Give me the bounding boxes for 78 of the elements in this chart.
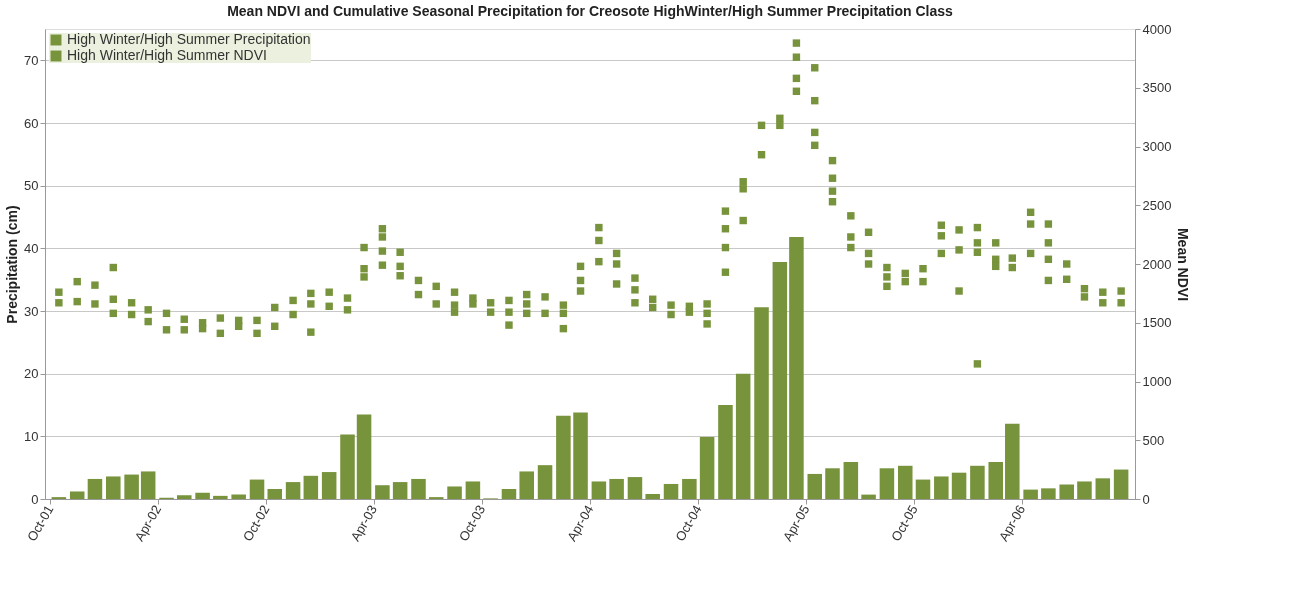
y2-axis-title: Mean NDVI — [1175, 227, 1192, 302]
bar — [231, 494, 246, 499]
y-tick-label: 50 — [24, 178, 39, 194]
bar — [682, 478, 697, 499]
y-tick-label: 0 — [31, 491, 39, 507]
bar — [303, 475, 319, 499]
bar — [573, 412, 588, 499]
y2-tick-label: 3000 — [1142, 139, 1172, 154]
bar — [988, 462, 1004, 499]
bar — [124, 474, 139, 499]
bar — [375, 485, 390, 499]
y-tick-label: 30 — [24, 303, 39, 319]
bar — [519, 471, 534, 499]
bar — [1005, 423, 1020, 499]
bar — [1023, 489, 1038, 499]
bar — [1041, 488, 1056, 499]
bar — [140, 471, 156, 499]
bar — [69, 491, 85, 499]
bar — [537, 465, 553, 499]
bar — [718, 405, 733, 499]
bar — [645, 493, 660, 499]
bar — [195, 492, 210, 499]
bar — [465, 481, 481, 499]
y2-tick-label: 2500 — [1142, 197, 1172, 213]
y2-tick-label: 4000 — [1142, 21, 1172, 37]
bar — [879, 468, 895, 499]
bar — [627, 477, 643, 499]
bar — [915, 479, 931, 499]
bar — [897, 465, 913, 499]
y-tick-label: 20 — [24, 366, 39, 382]
y-tick-label: 70 — [24, 52, 39, 68]
y2-tick-label: 2000 — [1142, 256, 1172, 272]
bar — [392, 482, 408, 499]
bar — [1095, 478, 1111, 499]
bar — [340, 434, 355, 499]
y-tick-label: 40 — [24, 240, 39, 256]
chart-title: Mean NDVI and Cumulative Seasonal Precipitation for Creosote HighWinter/High Summer Precipitation Class — [227, 3, 954, 19]
bar — [267, 488, 283, 499]
bar — [356, 414, 372, 499]
bar — [1059, 484, 1074, 499]
bar — [970, 465, 985, 499]
bar — [951, 472, 967, 499]
bar — [501, 488, 517, 499]
bar — [663, 483, 679, 499]
bar — [321, 472, 337, 499]
bar — [1077, 481, 1092, 499]
bar — [825, 468, 840, 499]
y-axis-title: Precipitation (cm) — [4, 205, 21, 324]
bar — [447, 486, 462, 499]
bar — [87, 478, 103, 499]
y2-tick-label: 3500 — [1142, 80, 1172, 96]
bar — [249, 479, 265, 499]
y2-tick-label: 0 — [1142, 491, 1150, 507]
bar — [556, 415, 571, 499]
bar — [1113, 469, 1129, 499]
y-tick-label: 10 — [24, 428, 39, 444]
bar — [843, 462, 859, 499]
bar — [789, 237, 804, 499]
bar — [285, 482, 301, 499]
bar — [754, 307, 769, 499]
bar — [411, 478, 426, 499]
bar — [106, 476, 121, 499]
bar — [699, 436, 715, 499]
bar — [772, 262, 788, 499]
y2-tick-label: 1500 — [1142, 315, 1172, 331]
bar — [735, 373, 751, 499]
bar — [591, 481, 607, 499]
bar — [609, 478, 624, 499]
bar — [861, 494, 876, 499]
legend-label: High Winter/High Summer Precipitation — [67, 31, 311, 47]
y2-tick-label: 500 — [1142, 432, 1165, 448]
bar — [807, 473, 823, 499]
bar — [934, 476, 949, 499]
bar — [213, 495, 228, 499]
y-tick-label: 60 — [24, 115, 39, 131]
y2-tick-label: 1000 — [1142, 374, 1172, 389]
bar — [176, 495, 192, 499]
legend-label: High Winter/High Summer NDVI — [67, 47, 267, 63]
